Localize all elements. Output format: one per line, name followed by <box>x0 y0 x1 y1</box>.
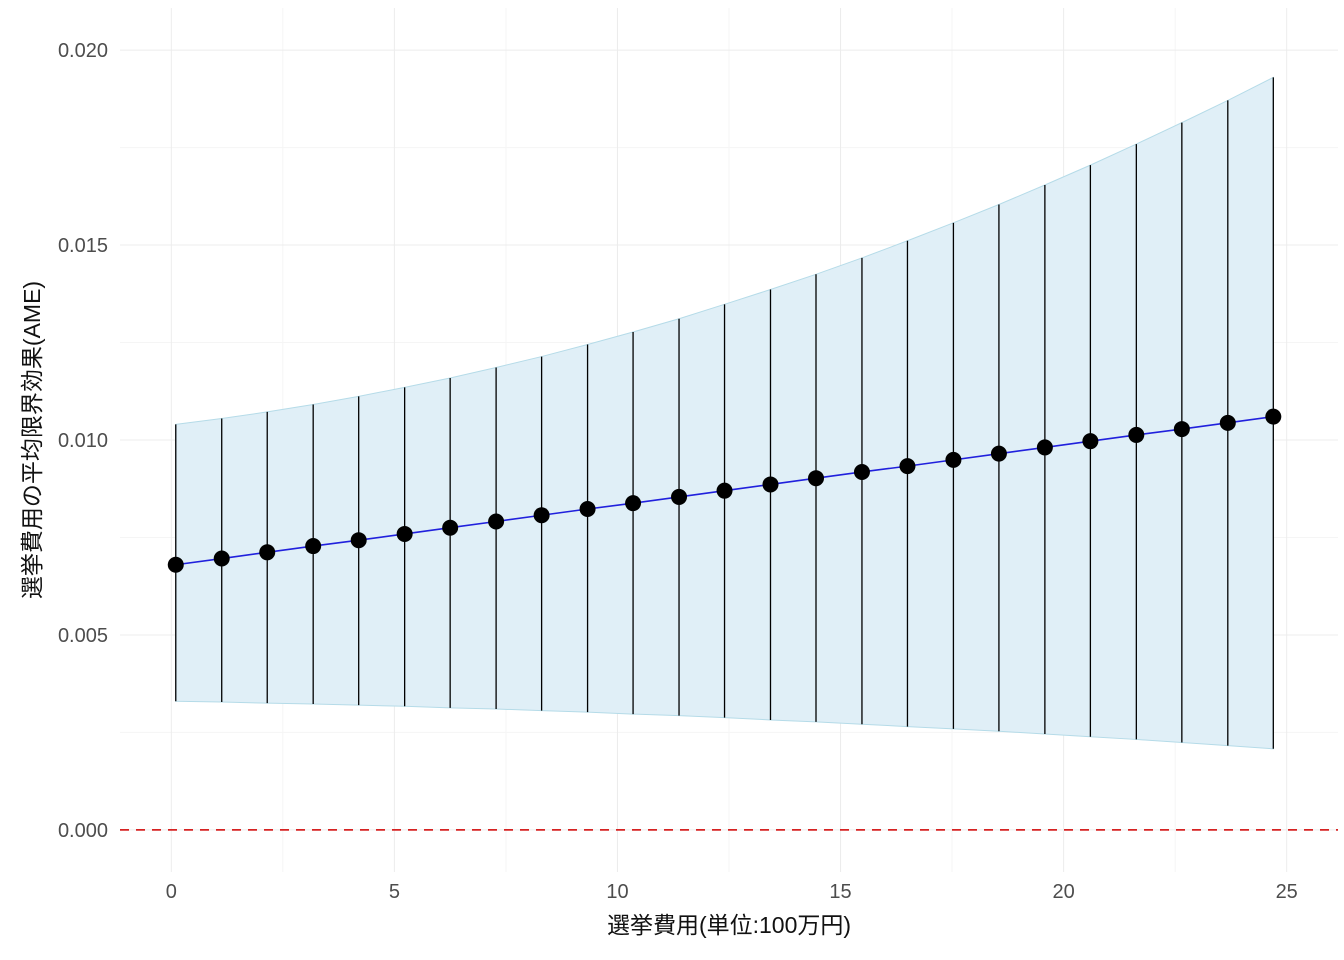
ame-point <box>442 519 459 536</box>
ame-point <box>488 513 505 530</box>
y-axis-title: 選挙費用の平均限界効果(AME) <box>19 280 45 600</box>
ame-point <box>899 458 916 475</box>
ame-point <box>167 556 184 573</box>
y-tick-label: 0.010 <box>58 430 108 452</box>
x-tick-label: 15 <box>829 881 851 903</box>
x-tick-label: 5 <box>389 881 400 903</box>
y-tick-label: 0.005 <box>58 625 108 647</box>
ame-point <box>671 488 688 505</box>
ame-point <box>1173 421 1190 438</box>
x-tick-label: 25 <box>1276 881 1298 903</box>
ame-point <box>396 525 413 542</box>
ame-point <box>533 507 550 524</box>
ame-point <box>213 550 230 567</box>
ame-point <box>350 532 367 549</box>
ame-point <box>625 495 642 512</box>
ame-point <box>259 544 276 561</box>
y-tick-label: 0.015 <box>58 235 108 257</box>
ame-point <box>579 501 596 518</box>
ame-point <box>990 445 1007 462</box>
ame-point <box>1219 414 1236 431</box>
ame-point <box>1082 433 1099 450</box>
y-tick-label: 0.020 <box>58 40 108 62</box>
ame-point <box>305 538 322 555</box>
ame-point <box>762 476 779 493</box>
x-tick-label: 0 <box>166 881 177 903</box>
ame-point <box>1128 426 1145 443</box>
ame-point <box>945 451 962 468</box>
y-tick-label: 0.000 <box>58 820 108 842</box>
ame-point <box>808 470 824 487</box>
x-tick-label: 20 <box>1052 881 1074 903</box>
ame-point <box>1265 408 1282 425</box>
x-tick-label: 10 <box>606 881 628 903</box>
x-axis-title: 選挙費用(単位:100万円) <box>606 912 852 938</box>
ame-point <box>1036 439 1053 456</box>
ame-point <box>853 463 870 480</box>
ame-point <box>716 482 733 499</box>
